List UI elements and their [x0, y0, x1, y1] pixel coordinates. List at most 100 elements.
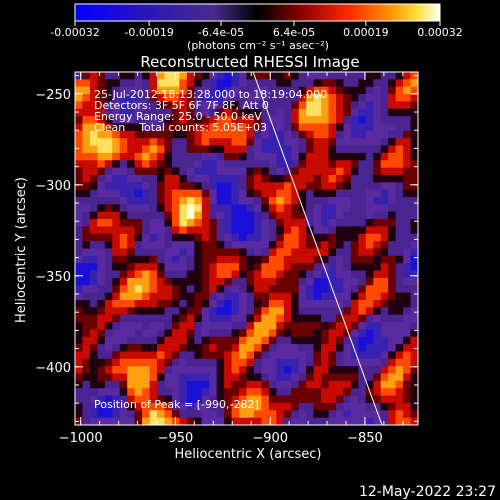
heatmap-cell — [313, 373, 322, 382]
x-tick-label: −900 — [252, 431, 288, 446]
heatmap-cell — [343, 145, 352, 154]
heatmap-cell — [224, 373, 233, 382]
heatmap-cell — [149, 299, 158, 308]
heatmap-cell — [164, 314, 173, 323]
heatmap-cell — [134, 189, 143, 198]
heatmap-cell — [231, 219, 240, 228]
heatmap-cell — [104, 292, 113, 301]
heatmap-cell — [239, 226, 248, 235]
heatmap-cell — [291, 86, 300, 95]
heatmap-cell — [298, 182, 307, 191]
heatmap-cell — [216, 314, 225, 323]
heatmap-cell — [283, 299, 292, 308]
heatmap-cell — [104, 307, 113, 316]
heatmap-cell — [194, 366, 203, 375]
heatmap-cell — [298, 277, 307, 286]
heatmap-cell — [216, 189, 225, 198]
heatmap-cell — [276, 255, 285, 264]
heatmap-cell — [395, 233, 404, 242]
heatmap-cell — [306, 307, 315, 316]
heatmap-cell — [291, 138, 300, 147]
heatmap-cell — [75, 285, 84, 294]
heatmap-cell — [142, 263, 151, 272]
heatmap-cell — [112, 255, 121, 264]
heatmap-cell — [268, 182, 277, 191]
heatmap-cell — [298, 226, 307, 235]
heatmap-cell — [313, 219, 322, 228]
heatmap-cell — [410, 226, 418, 235]
heatmap-cell — [350, 417, 359, 425]
heatmap-cell — [104, 79, 113, 88]
heatmap-cell — [373, 402, 382, 411]
heatmap-cell — [224, 204, 233, 213]
heatmap-cell — [373, 86, 382, 95]
heatmap-cell — [112, 366, 121, 375]
heatmap-cell — [253, 72, 263, 80]
heatmap-cell — [89, 130, 98, 139]
heatmap-cell — [335, 270, 345, 279]
heatmap-cell — [97, 402, 106, 411]
heatmap-cell — [365, 314, 374, 323]
heatmap-cell — [239, 344, 248, 353]
heatmap-cell — [231, 182, 240, 191]
heatmap-cell — [291, 233, 300, 242]
heatmap-cell — [157, 373, 166, 382]
heatmap-cell — [291, 358, 300, 367]
heatmap-cell — [313, 123, 322, 132]
heatmap-cell — [321, 263, 330, 272]
heatmap-cell — [134, 123, 143, 132]
heatmap-cell — [97, 108, 106, 117]
heatmap-cell — [358, 152, 367, 161]
heatmap-cell — [164, 152, 173, 161]
heatmap-cell — [321, 79, 330, 88]
heatmap-cell — [97, 344, 106, 353]
heatmap-cell — [328, 167, 337, 176]
heatmap-cell — [112, 94, 121, 103]
heatmap-cell — [194, 373, 203, 382]
heatmap-cell — [231, 314, 240, 323]
heatmap-cell — [373, 277, 382, 286]
heatmap-cell — [149, 138, 158, 147]
heatmap-cell — [343, 138, 352, 147]
heatmap-cell — [209, 263, 218, 272]
heatmap-cell — [82, 373, 91, 382]
heatmap-cell — [179, 395, 188, 404]
heatmap-cell — [403, 211, 412, 220]
heatmap-cell — [380, 344, 389, 353]
heatmap-cell — [350, 388, 359, 397]
heatmap-cell — [388, 344, 397, 353]
heatmap-cell — [164, 417, 173, 425]
heatmap-cell — [186, 138, 195, 147]
heatmap-cell — [127, 174, 136, 183]
heatmap-cell — [283, 270, 292, 279]
heatmap-cell — [395, 263, 404, 272]
heatmap-cell — [321, 152, 330, 161]
heatmap-cell — [365, 307, 374, 316]
heatmap-cell — [261, 299, 270, 308]
heatmap-cell — [194, 108, 203, 117]
heatmap-cell — [97, 299, 106, 308]
heatmap-cell — [142, 388, 151, 397]
heatmap-cell — [261, 94, 270, 103]
heatmap-cell — [75, 263, 84, 272]
annotation-line: Clean Total counts: 5.05E+03 — [94, 121, 267, 134]
heatmap-cell — [350, 402, 359, 411]
heatmap-cell — [142, 373, 151, 382]
heatmap-cell — [291, 197, 300, 205]
heatmap-cells — [75, 72, 418, 425]
heatmap-cell — [194, 285, 203, 294]
heatmap-cell — [89, 410, 98, 419]
heatmap-cell — [246, 299, 255, 308]
heatmap-cell — [209, 160, 218, 169]
heatmap-cell — [209, 410, 218, 419]
heatmap-cell — [261, 226, 270, 235]
heatmap-cell — [253, 204, 263, 213]
heatmap-cell — [104, 366, 113, 375]
heatmap-cell — [246, 130, 255, 139]
heatmap-cell — [171, 322, 180, 330]
heatmap-cell — [306, 108, 315, 117]
heatmap-cell — [403, 366, 412, 375]
heatmap-cell — [97, 152, 106, 161]
heatmap-cell — [149, 395, 158, 404]
heatmap-cell — [127, 358, 136, 367]
